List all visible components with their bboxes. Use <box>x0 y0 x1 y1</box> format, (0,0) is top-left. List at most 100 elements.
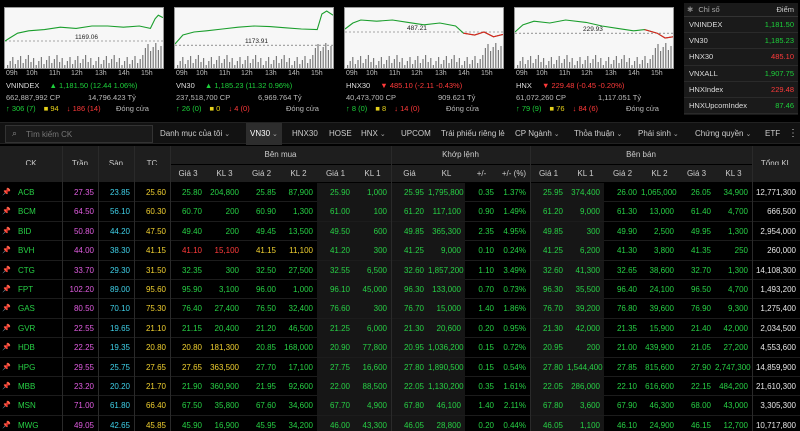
cell-bk2[interactable]: 32,400 <box>288 304 313 314</box>
cell-bk1[interactable]: 100 <box>354 202 391 222</box>
cell-b3[interactable]: 45.90 <box>181 420 202 430</box>
cell-bk1[interactable]: 6,500 <box>354 260 391 280</box>
cell-s3[interactable]: 49.95 <box>690 226 711 236</box>
cell-ch[interactable]: 0.15 <box>478 343 494 353</box>
cell-pct[interactable]: 3.49% <box>503 265 526 275</box>
cell-pct[interactable]: 0.95% <box>503 323 526 333</box>
cell-bk3[interactable]: 360,900 <box>210 381 239 391</box>
cell-s3[interactable]: 46.15 <box>690 420 711 430</box>
cell-s2[interactable]: 41.30 <box>616 246 637 256</box>
cell-bk3[interactable]: 35,800 <box>214 401 239 411</box>
cell-s1[interactable]: 21.30 <box>530 318 567 338</box>
cell-bk1[interactable]: 45,000 <box>354 279 391 299</box>
table-row[interactable]: 📌 GVR 22.55 19.65 21.10 21.15 20,400 21.20 46,50… <box>0 318 800 339</box>
cell-s3[interactable]: 22.15 <box>690 381 711 391</box>
cell-bk1[interactable]: 1,000 <box>354 183 391 202</box>
cell-gia[interactable]: 25.95 <box>391 183 428 202</box>
cell-bk1[interactable]: 4,900 <box>354 396 391 416</box>
cell-bk1[interactable]: 43,300 <box>354 415 391 431</box>
index-panel-vn30[interactable]: 1173.91 09h 10h 11h 12h 13h 14h 15h VN30 ▲ 1,1… <box>174 3 339 115</box>
cell-gia[interactable]: 96.30 <box>391 279 428 299</box>
cell-b1[interactable]: 20.90 <box>317 338 354 358</box>
cell-bk3[interactable]: 181,300 <box>210 343 239 353</box>
cell-sk1[interactable]: 6,200 <box>567 241 604 261</box>
intraday-chart[interactable]: 1173.91 <box>174 7 334 69</box>
cell-bk3[interactable]: 20,400 <box>214 323 239 333</box>
market-tab[interactable]: Phái sinh ⌄ <box>638 123 679 145</box>
stock-search-input[interactable] <box>26 128 148 141</box>
cell-pct[interactable]: 2.11% <box>503 401 526 411</box>
cell-s1[interactable]: 49.85 <box>530 221 567 241</box>
cell-s2[interactable]: 21.00 <box>616 343 637 353</box>
cell-s3[interactable]: 76.90 <box>690 304 711 314</box>
cell-sk1[interactable]: 39,200 <box>567 299 604 319</box>
cell-s2[interactable]: 76.80 <box>616 304 637 314</box>
cell-b3[interactable]: 67.50 <box>181 401 202 411</box>
cell-b1[interactable]: 22.00 <box>317 376 354 396</box>
cell-bk1[interactable]: 88,500 <box>354 376 391 396</box>
market-tab[interactable]: HNX30 <box>292 123 318 145</box>
cell-ck[interactable]: HPG <box>18 362 36 372</box>
cell-ch[interactable]: 0.90 <box>478 207 494 217</box>
cell-bk3[interactable]: 3,100 <box>218 284 239 294</box>
index-summary-row[interactable]: HNX30 485.10 <box>684 49 798 66</box>
cell-ch[interactable]: 0.10 <box>478 246 494 256</box>
cell-sk2[interactable]: 13,000 <box>649 207 674 217</box>
cell-kl[interactable]: 1,857,200 <box>428 260 465 280</box>
cell-kl[interactable]: 133,000 <box>428 279 465 299</box>
table-row[interactable]: 📌 BVH 44.00 38.30 41.15 41.10 15,100 41.15 11,10… <box>0 241 800 261</box>
cell-kl[interactable]: 1,036,200 <box>428 338 465 358</box>
cell-kl[interactable]: 20,600 <box>428 318 465 338</box>
table-row[interactable]: 📌 HDB 22.25 19.35 20.80 20.80 181,300 20.85 168,… <box>0 338 800 358</box>
cell-ck[interactable]: FPT <box>18 284 34 294</box>
pin-icon[interactable]: 📌 <box>2 344 11 352</box>
cell-s1[interactable]: 32.60 <box>530 260 567 280</box>
cell-sk3[interactable]: 27,200 <box>723 343 748 353</box>
cell-sk1[interactable]: 374,400 <box>567 183 604 202</box>
cell-b1[interactable]: 32.55 <box>317 260 354 280</box>
table-row[interactable]: 📌 BCM 64.50 56.10 60.30 60.70 200 60.90 1,300 61.… <box>0 202 800 222</box>
cell-b1[interactable]: 49.50 <box>317 221 354 241</box>
cell-gia[interactable]: 22.05 <box>391 376 428 396</box>
cell-sk3[interactable]: 9,300 <box>727 304 748 314</box>
cell-b2[interactable]: 25.85 <box>255 188 276 197</box>
cell-bk3[interactable]: 200 <box>225 207 239 217</box>
cell-pct[interactable]: 4.95% <box>503 226 526 236</box>
cell-s1[interactable]: 46.05 <box>530 415 567 431</box>
cell-sk2[interactable]: 24,100 <box>649 284 674 294</box>
pin-icon[interactable]: 📌 <box>2 266 11 274</box>
cell-sk3[interactable]: 34,900 <box>723 188 748 197</box>
cell-bk2[interactable]: 27,500 <box>288 265 313 275</box>
cell-b3[interactable]: 60.70 <box>181 207 202 217</box>
index-summary-row[interactable]: HNXIndex 229.48 <box>684 82 798 98</box>
table-row[interactable]: 📌 MWG 49.05 42.65 45.85 45.90 16,900 45.95 34,20… <box>0 415 800 431</box>
table-row[interactable]: 📌 ACB 27.35 23.85 25.60 25.80 204,800 25.85 87,9… <box>0 183 800 203</box>
cell-bk2[interactable]: 34,600 <box>288 401 313 411</box>
market-tab[interactable]: UPCOM <box>401 123 431 145</box>
cell-s3[interactable]: 26.05 <box>690 188 711 197</box>
cell-bk2[interactable]: 34,200 <box>288 420 313 430</box>
cell-sk3[interactable]: 12,700 <box>723 420 748 430</box>
cell-b3[interactable]: 76.40 <box>181 304 202 314</box>
cell-s1[interactable]: 27.80 <box>530 357 567 377</box>
cell-sk2[interactable]: 46,300 <box>649 401 674 411</box>
cell-bk3[interactable]: 300 <box>225 265 239 275</box>
cell-kl[interactable]: 117,100 <box>428 202 465 222</box>
cell-bk3[interactable]: 15,100 <box>214 246 239 256</box>
cell-b3[interactable]: 27.65 <box>181 362 202 372</box>
cell-ck[interactable]: MSN <box>18 401 36 411</box>
cell-b2[interactable]: 96.00 <box>255 284 276 294</box>
cell-ch[interactable]: 0.35 <box>478 188 494 197</box>
cell-bk2[interactable]: 1,300 <box>292 207 313 217</box>
market-tab[interactable]: HNX ⌄ <box>361 123 386 145</box>
stock-search[interactable]: ⌕ <box>5 125 153 143</box>
cell-b3[interactable]: 49.40 <box>181 226 202 236</box>
cell-ch[interactable]: 0.15 <box>478 362 494 372</box>
table-row[interactable]: 📌 FPT 102.20 89.00 95.60 95.90 3,100 96.00 1,000… <box>0 279 800 300</box>
cell-b2[interactable]: 32.50 <box>255 265 276 275</box>
cell-b2[interactable]: 67.60 <box>255 401 276 411</box>
cell-s2[interactable]: 46.10 <box>616 420 637 430</box>
cell-b1[interactable]: 46.00 <box>317 415 354 431</box>
cell-s3[interactable]: 61.40 <box>690 207 711 217</box>
settings-icon[interactable]: ✱ <box>687 5 694 14</box>
